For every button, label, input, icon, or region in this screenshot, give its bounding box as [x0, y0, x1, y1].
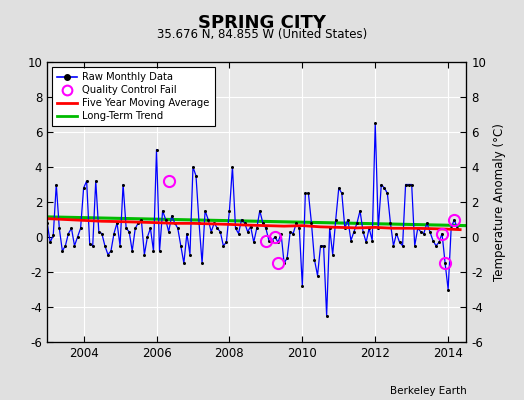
Text: Berkeley Earth: Berkeley Earth [390, 386, 466, 396]
Y-axis label: Temperature Anomaly (°C): Temperature Anomaly (°C) [493, 123, 506, 281]
Legend: Raw Monthly Data, Quality Control Fail, Five Year Moving Average, Long-Term Tren: Raw Monthly Data, Quality Control Fail, … [52, 67, 214, 126]
Text: SPRING CITY: SPRING CITY [198, 14, 326, 32]
Text: 35.676 N, 84.855 W (United States): 35.676 N, 84.855 W (United States) [157, 28, 367, 41]
